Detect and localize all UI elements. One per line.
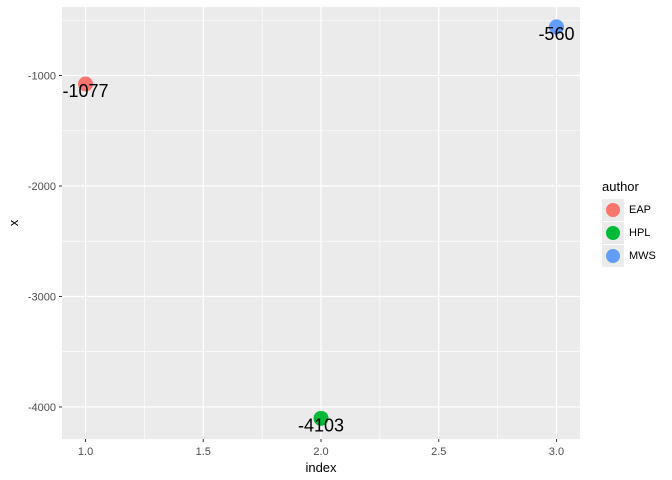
legend-item-mws: MWS [602,244,656,267]
legend-dot-icon [606,202,620,217]
data-points [78,19,564,426]
y-tick-label: -3000 [28,291,56,303]
legend-label: HPL [629,226,651,239]
data-label: -1077 [63,81,109,101]
y-axis-title: x [6,219,21,226]
x-tick-label: 3.0 [549,446,564,458]
x-tick-label: 1.0 [78,446,93,458]
data-point [313,410,329,426]
data-point [548,19,564,35]
data-label: -560 [538,24,574,44]
legend-label: EAP [629,203,652,216]
legend-label: MWS [629,249,656,262]
legend-key [602,198,624,221]
legend-key [602,221,624,244]
y-tick-label: -2000 [28,181,56,193]
legend-dot-icon [606,225,620,240]
x-axis-ticks: 1.0 1.5 2.0 2.5 3.0 [78,439,564,458]
x-tick-label: 2.0 [313,446,328,458]
x-tick-label: 2.5 [431,446,446,458]
legend-title: author [602,179,639,194]
data-label: -4103 [298,415,344,435]
data-point [78,76,94,92]
legend-item-hpl: HPL [602,221,656,244]
y-tick-label: -1000 [28,71,56,83]
y-axis-ticks: -4000 -3000 -2000 -1000 [28,71,62,414]
legend: author EAP HPL MWS [602,179,656,267]
x-axis-title: index [305,460,337,475]
x-tick-label: 1.5 [196,446,211,458]
data-labels: -1077 -4103 -560 [63,24,575,435]
legend-dot-icon [606,248,620,263]
legend-item-eap: EAP [602,198,656,221]
legend-key [602,244,624,267]
y-tick-label: -4000 [28,402,56,414]
